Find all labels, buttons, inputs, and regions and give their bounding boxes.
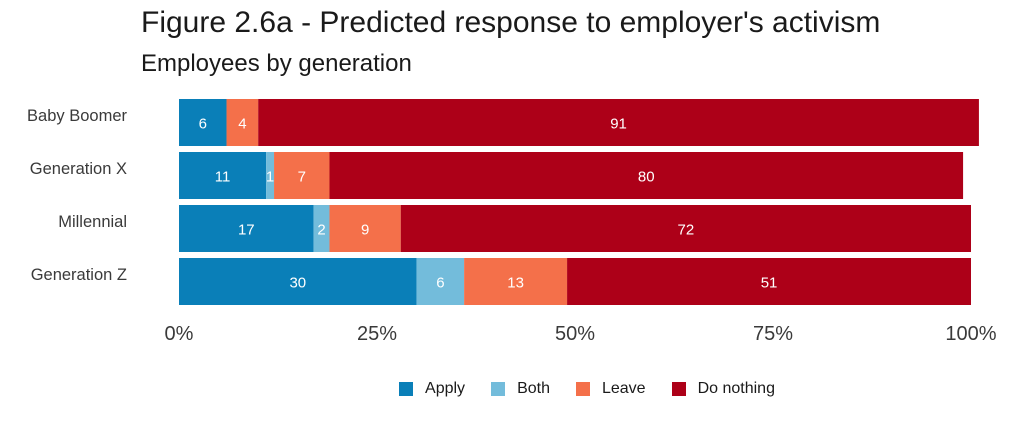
data-label: 2 <box>317 222 325 239</box>
bar-segment <box>258 99 979 146</box>
data-label: 80 <box>638 169 655 186</box>
bar-segment <box>400 205 971 252</box>
data-label: 91 <box>610 116 627 133</box>
category-label: Millennial <box>58 213 127 231</box>
chart-subtitle: Employees by generation <box>141 50 412 77</box>
legend-label: Apply <box>425 380 466 397</box>
data-label: 72 <box>678 222 695 239</box>
bar-segment <box>464 258 568 305</box>
legend-items: Apply Both Leave Do nothing <box>399 380 775 398</box>
data-label: 13 <box>507 275 524 292</box>
category-label: Generation X <box>30 160 127 178</box>
bar-segment <box>179 152 267 199</box>
bar-segment <box>226 99 259 146</box>
data-label: 1 <box>266 169 274 186</box>
data-label: 9 <box>361 222 369 239</box>
bar-segment <box>329 205 401 252</box>
data-label: 51 <box>761 275 778 292</box>
bar-segment <box>274 152 330 199</box>
data-label: 7 <box>298 169 306 186</box>
bar-segment <box>313 205 330 252</box>
bar-segment <box>329 152 964 199</box>
legend-swatch <box>491 382 506 396</box>
bar-segment <box>179 258 417 305</box>
data-label: 17 <box>238 222 255 239</box>
legend-swatch <box>671 382 686 396</box>
legend-label: Both <box>517 380 550 397</box>
x-tick-label: 75% <box>753 323 793 345</box>
bar-segment <box>567 258 971 305</box>
category-label: Baby Boomer <box>27 107 127 125</box>
legend-swatch <box>399 382 414 396</box>
data-label: 6 <box>436 275 444 292</box>
legend: Apply Both Leave Do nothing <box>0 380 1024 398</box>
bar-segment <box>266 152 275 199</box>
bar-segment <box>179 205 314 252</box>
data-label: 4 <box>238 116 246 133</box>
x-tick-label: 100% <box>945 323 996 345</box>
bar-segment <box>416 258 465 305</box>
x-tick-label: 0% <box>165 323 194 345</box>
data-label: 30 <box>289 275 306 292</box>
legend-item: Both <box>491 380 550 398</box>
legend-label: Leave <box>601 380 646 397</box>
x-tick-label: 50% <box>555 323 595 345</box>
legend-item: Apply <box>399 380 465 398</box>
legend-label: Do nothing <box>697 380 775 397</box>
data-label: 11 <box>215 169 231 186</box>
legend-item: Leave <box>575 380 646 398</box>
x-tick-label: 25% <box>357 323 397 345</box>
data-label: 6 <box>199 116 207 133</box>
chart-title: Figure 2.6a - Predicted response to empl… <box>141 6 881 39</box>
legend-swatch <box>575 382 590 396</box>
legend-item: Do nothing <box>671 380 775 398</box>
bar-segment <box>179 99 227 146</box>
category-label: Generation Z <box>31 266 127 284</box>
